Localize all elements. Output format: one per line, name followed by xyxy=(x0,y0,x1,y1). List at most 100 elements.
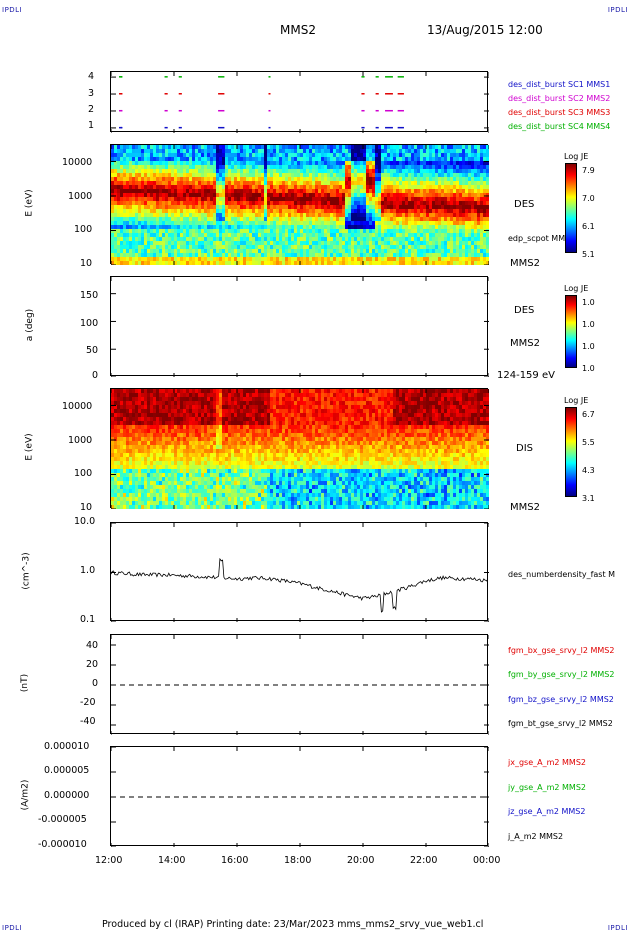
des-cell xyxy=(243,233,247,238)
des-cell xyxy=(252,197,256,202)
dis-cell xyxy=(117,413,121,418)
des-cell xyxy=(240,185,244,190)
des-cell xyxy=(453,245,457,250)
dis-cell xyxy=(165,493,169,498)
des-cell xyxy=(360,245,364,250)
des-cell xyxy=(477,257,481,262)
des-cell xyxy=(273,153,277,158)
des-cell xyxy=(291,157,295,162)
des-cell xyxy=(270,249,274,254)
des-cell xyxy=(318,213,322,218)
des-cell xyxy=(186,185,190,190)
des-cell xyxy=(462,241,466,246)
dis-cell xyxy=(150,477,154,482)
des-cell xyxy=(330,221,334,226)
des-cell xyxy=(216,257,220,262)
des-cell xyxy=(156,205,160,210)
des-cell xyxy=(408,201,412,206)
des-cell xyxy=(471,241,475,246)
des-cell xyxy=(309,169,313,174)
des-cell xyxy=(255,177,259,182)
des-cell xyxy=(300,173,304,178)
des-cell xyxy=(258,189,262,194)
des-cell xyxy=(300,261,304,265)
dis-cell xyxy=(192,417,196,422)
des-cell xyxy=(246,185,250,190)
des-cell xyxy=(435,217,439,222)
des-cell xyxy=(468,157,472,162)
dis-cell xyxy=(135,457,139,462)
dis-cell xyxy=(132,393,136,398)
des-cell xyxy=(324,165,328,170)
des-cell xyxy=(189,245,193,250)
burst-flag-mark xyxy=(119,109,122,112)
des-cell xyxy=(438,225,442,230)
des-cell xyxy=(279,153,283,158)
des-cell xyxy=(360,229,364,234)
des-cell xyxy=(255,245,259,250)
des-cell xyxy=(297,261,301,265)
des-cell xyxy=(390,197,394,202)
des-cell xyxy=(306,165,310,170)
des-cell xyxy=(342,153,346,158)
des-cell xyxy=(390,213,394,218)
dis-cell xyxy=(153,393,157,398)
des-cell xyxy=(216,185,220,190)
des-cell xyxy=(114,225,118,230)
des-cell xyxy=(444,205,448,210)
des-cell xyxy=(180,177,184,182)
des-cell xyxy=(189,253,193,258)
des-cell xyxy=(399,209,403,214)
des-cell xyxy=(486,241,489,246)
des-cell xyxy=(363,225,367,230)
des-cell xyxy=(255,169,259,174)
des-cell xyxy=(210,181,214,186)
dis-cell xyxy=(150,501,154,506)
des-cell xyxy=(189,157,193,162)
des-cell xyxy=(420,237,424,242)
des-cell xyxy=(324,173,328,178)
des-cell xyxy=(318,153,322,158)
des-cell xyxy=(141,185,145,190)
des-cell xyxy=(189,205,193,210)
des-cell xyxy=(402,193,406,198)
des-cell xyxy=(402,181,406,186)
des-cell xyxy=(453,177,457,182)
des-cell xyxy=(378,149,382,154)
des-cell xyxy=(303,209,307,214)
des-cell xyxy=(231,173,235,178)
des-cell xyxy=(399,217,403,222)
des-cell xyxy=(450,261,454,265)
des-cell xyxy=(300,189,304,194)
des-cell xyxy=(336,149,340,154)
des-cell xyxy=(222,221,226,226)
des-cell xyxy=(231,201,235,206)
des-cell xyxy=(117,193,121,198)
des-cell xyxy=(150,241,154,246)
dis-cell xyxy=(210,485,214,490)
dis-cell xyxy=(159,493,163,498)
des-cell xyxy=(165,233,169,238)
des-cell xyxy=(243,185,247,190)
des-cell xyxy=(186,225,190,230)
des-cell xyxy=(417,233,421,238)
des-cell xyxy=(387,201,391,206)
dis-cell xyxy=(198,437,202,442)
des-cell xyxy=(252,189,256,194)
des-cell xyxy=(237,177,241,182)
des-cell xyxy=(264,197,268,202)
cbar-pa-tick-1: 1.0 xyxy=(582,320,595,329)
des-cell xyxy=(399,181,403,186)
des-cell xyxy=(249,149,253,154)
des-cell xyxy=(291,181,295,186)
des-cell xyxy=(234,261,238,265)
des-cell xyxy=(399,233,403,238)
des-cell xyxy=(264,189,268,194)
dis-cell xyxy=(132,417,136,422)
des-cell xyxy=(348,197,352,202)
des-cell xyxy=(171,249,175,254)
dis-cell xyxy=(174,493,178,498)
des-cell xyxy=(486,153,489,158)
des-cell xyxy=(207,153,211,158)
des-cell xyxy=(396,245,400,250)
